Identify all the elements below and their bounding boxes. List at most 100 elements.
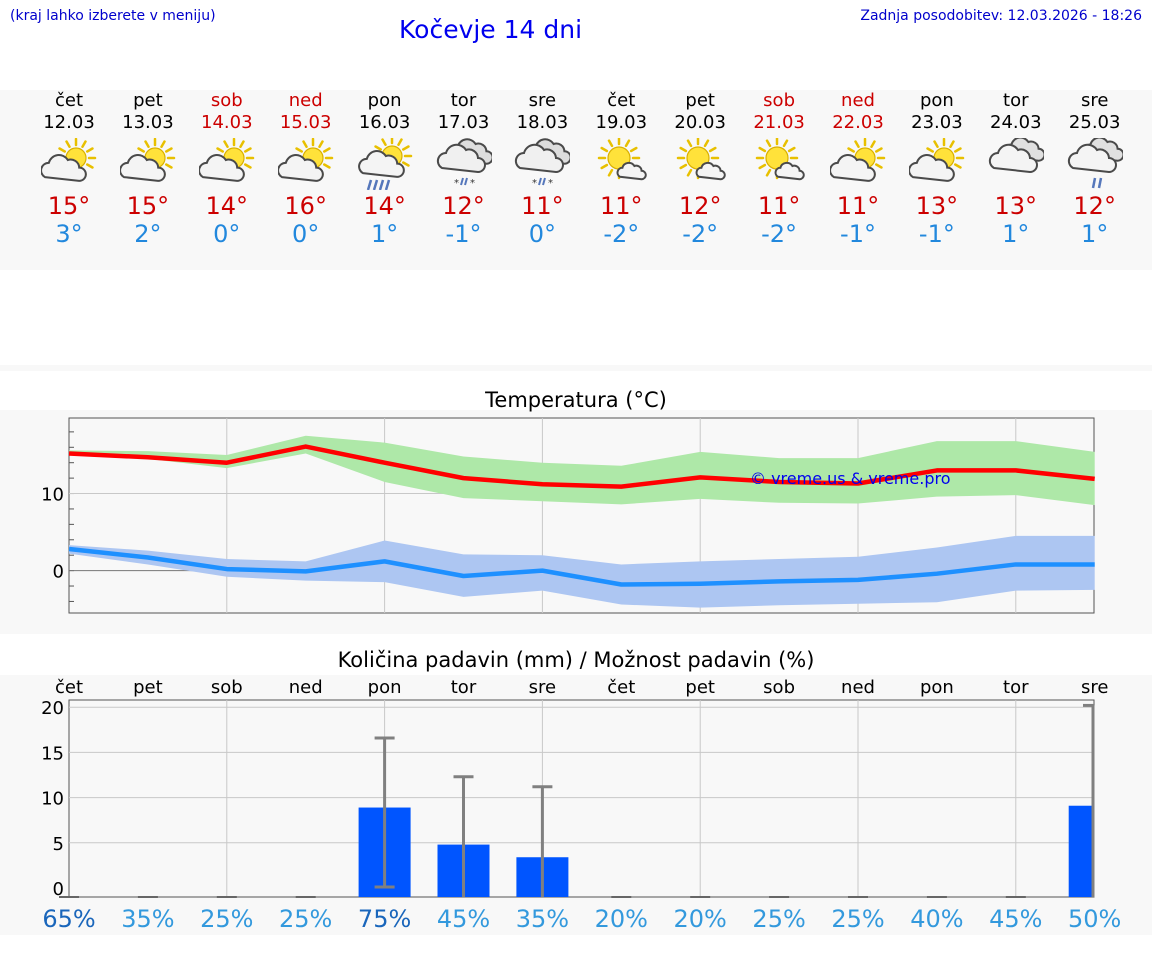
page-title: Kočevje 14 dni bbox=[399, 15, 583, 44]
mostly-sunny-icon bbox=[755, 138, 805, 181]
temp-min: 2° bbox=[134, 220, 162, 248]
cloud-sleet-icon: * * bbox=[515, 138, 571, 189]
day-date: 25.03 bbox=[1068, 112, 1121, 133]
temp-max: 11° bbox=[836, 192, 880, 220]
precipitation-probability: 75% bbox=[358, 905, 411, 933]
day-column: sob 14.03 14° 0° bbox=[187, 90, 267, 248]
temp-min: -1° bbox=[918, 220, 955, 248]
min-temp-range-band bbox=[69, 535, 1095, 608]
temp-min: -2° bbox=[603, 220, 640, 248]
day-column: ned 15.03 16° 0° bbox=[266, 90, 346, 248]
day-name: sob bbox=[210, 90, 243, 111]
temp-max: 12° bbox=[678, 192, 722, 220]
day-date: 23.03 bbox=[911, 112, 963, 133]
location-hint: (kraj lahko izberete v meniju) bbox=[10, 8, 216, 24]
cloud-sleet-icon: * * bbox=[436, 138, 492, 189]
x-tick-label: čet bbox=[55, 677, 83, 698]
precipitation-probability: 25% bbox=[831, 905, 884, 933]
x-tick-label: pon bbox=[920, 677, 954, 698]
temp-max: 14° bbox=[205, 192, 249, 220]
svg-text:*: * bbox=[548, 178, 553, 189]
temp-min: 0° bbox=[292, 220, 320, 248]
day-name: čet bbox=[54, 90, 84, 111]
day-date: 13.03 bbox=[122, 112, 174, 133]
temp-max: 16° bbox=[284, 192, 327, 220]
precipitation-probability: 45% bbox=[437, 905, 490, 933]
precipitation-probability: 35% bbox=[516, 905, 569, 933]
temp-min: -2° bbox=[761, 220, 798, 248]
x-tick-label: tor bbox=[1003, 677, 1029, 698]
y-tick-label: 20 bbox=[41, 698, 64, 719]
precipitation-probability: 25% bbox=[279, 905, 332, 933]
temp-min: -2° bbox=[682, 220, 719, 248]
forecast-band bbox=[0, 90, 1152, 270]
day-date: 14.03 bbox=[201, 112, 253, 133]
precipitation-chart-title: Količina padavin (mm) / Možnost padavin … bbox=[337, 648, 815, 672]
x-tick-label: sob bbox=[211, 677, 243, 698]
temp-min: 0° bbox=[528, 220, 557, 248]
watermark: © vreme.us & vreme.pro bbox=[750, 469, 951, 488]
day-date: 24.03 bbox=[990, 112, 1042, 133]
mostly-sunny-icon bbox=[676, 138, 726, 181]
day-column: sre 18.03 * * 11° 0° bbox=[502, 90, 582, 248]
precipitation-plot-area bbox=[68, 699, 1095, 898]
y-tick-label: 0 bbox=[53, 562, 64, 583]
temp-min: 0° bbox=[213, 220, 241, 248]
day-date: 16.03 bbox=[358, 112, 411, 133]
x-tick-label: sre bbox=[529, 677, 556, 698]
y-tick-label: 15 bbox=[41, 743, 64, 764]
day-date: 19.03 bbox=[595, 112, 648, 133]
temp-max: 11° bbox=[521, 192, 564, 220]
day-column: ned 22.03 11° -1° bbox=[818, 90, 898, 248]
temp-min: -1° bbox=[840, 220, 876, 248]
day-date: 18.03 bbox=[516, 112, 569, 133]
partly-cloudy-sun-icon bbox=[41, 138, 97, 182]
day-date: 20.03 bbox=[674, 112, 726, 133]
separator-band bbox=[0, 365, 1152, 371]
temp-max: 12° bbox=[1073, 192, 1116, 220]
precipitation-bar bbox=[1068, 805, 1094, 897]
svg-text:*: * bbox=[454, 178, 459, 189]
day-name: ned bbox=[841, 90, 875, 111]
x-tick-label: pet bbox=[685, 677, 715, 698]
partly-cloudy-sun-icon bbox=[119, 138, 176, 182]
day-column: tor 17.03 * * 12° -1° bbox=[424, 90, 504, 248]
precipitation-probability: 20% bbox=[595, 905, 648, 933]
day-date: 15.03 bbox=[279, 112, 332, 133]
temp-max: 11° bbox=[757, 192, 801, 220]
mostly-sunny-icon bbox=[598, 138, 648, 181]
temp-max: 14° bbox=[363, 192, 406, 220]
x-tick-label: ned bbox=[841, 677, 875, 698]
temp-max: 13° bbox=[915, 192, 959, 220]
cloudy-icon bbox=[988, 138, 1044, 174]
min-temp-line bbox=[68, 546, 1095, 587]
day-date: 17.03 bbox=[437, 112, 490, 133]
cloud-rain-icon bbox=[1067, 138, 1123, 189]
temp-max: 15° bbox=[47, 192, 91, 220]
day-name: pet bbox=[685, 90, 715, 111]
day-column: pet 20.03 12° -2° bbox=[660, 90, 740, 248]
day-name: sre bbox=[1080, 90, 1109, 111]
y-tick-label: 10 bbox=[41, 789, 64, 810]
day-date: 22.03 bbox=[832, 112, 884, 133]
day-name: sob bbox=[763, 90, 795, 111]
x-tick-label: sob bbox=[763, 677, 795, 698]
y-tick-label: 10 bbox=[41, 485, 64, 506]
max-temp-range-band bbox=[69, 435, 1095, 506]
temperature-chart-title: Temperatura (°C) bbox=[485, 388, 667, 412]
precipitation-probability: 45% bbox=[989, 905, 1042, 933]
svg-text:*: * bbox=[532, 178, 537, 189]
partly-cloudy-sun-icon bbox=[198, 138, 255, 182]
x-tick-label: ned bbox=[289, 677, 323, 698]
day-column: pon 23.03 13° -1° bbox=[897, 90, 977, 248]
temp-min: 1° bbox=[370, 220, 399, 248]
day-name: sre bbox=[528, 90, 557, 111]
precipitation-probability: 50% bbox=[1068, 905, 1121, 933]
day-name: pon bbox=[367, 90, 402, 111]
temp-min: 3° bbox=[55, 220, 83, 248]
precipitation-probability: 65% bbox=[42, 905, 95, 933]
day-date: 21.03 bbox=[753, 112, 805, 133]
temp-max: 12° bbox=[442, 192, 485, 220]
sun-rain-icon bbox=[357, 138, 412, 190]
